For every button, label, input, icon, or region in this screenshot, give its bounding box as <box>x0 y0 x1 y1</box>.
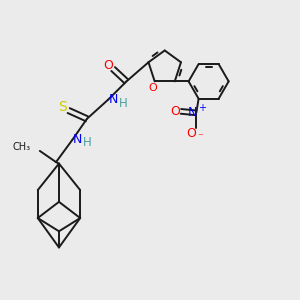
Text: O: O <box>103 59 113 72</box>
Text: ⁻: ⁻ <box>197 132 203 142</box>
Text: O: O <box>149 83 158 93</box>
Text: N: N <box>109 93 118 106</box>
Text: H: H <box>83 136 92 149</box>
Text: +: + <box>198 103 206 112</box>
Text: CH₃: CH₃ <box>13 142 31 152</box>
Text: N: N <box>73 133 82 146</box>
Text: S: S <box>58 100 67 114</box>
Text: O: O <box>170 105 180 118</box>
Text: H: H <box>119 97 128 110</box>
Text: O: O <box>186 127 196 140</box>
Text: N: N <box>188 106 197 119</box>
